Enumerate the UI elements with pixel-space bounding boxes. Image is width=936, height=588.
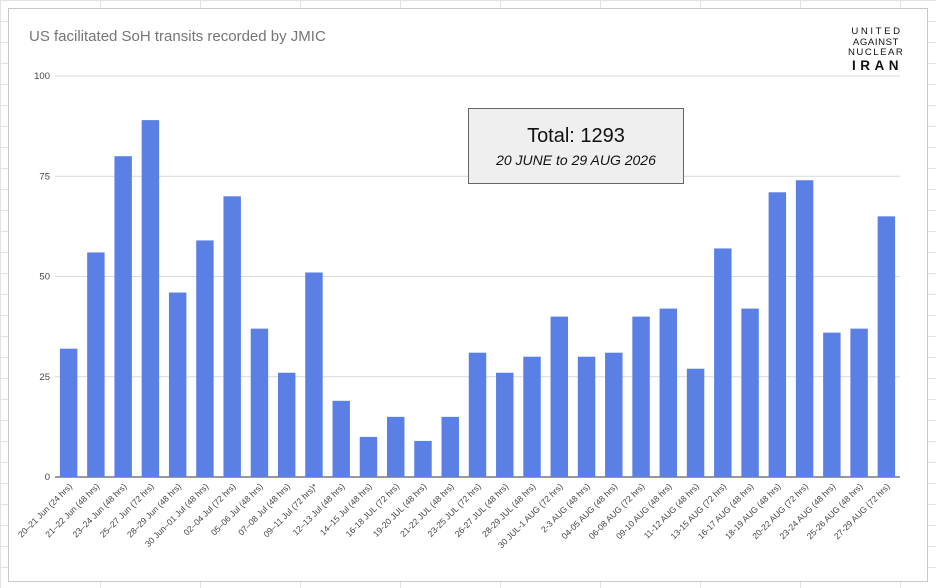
bar [659,308,678,477]
logo-line-3: NUCLEAR [848,47,905,59]
bar [387,416,405,477]
bar [496,372,514,477]
bar [277,372,296,477]
chart-title: US facilitated SoH transits recorded by … [29,28,326,45]
bar [686,368,705,477]
bar [577,356,596,477]
bar [59,348,78,477]
bar [605,352,623,477]
total-date-range: 20 JUNE to 29 AUG 2026 [496,152,656,168]
bar [441,416,459,477]
x-tick-label: 2-3 AUG (48 hrs) [539,481,592,534]
y-tick-label: 50 [39,272,50,283]
bar [87,252,105,477]
bar [550,316,568,477]
y-tick-label: 25 [39,372,50,383]
y-tick-label: 0 [45,472,50,483]
bar [523,356,541,477]
bar [114,156,132,477]
bar [823,332,841,477]
bar [877,216,896,477]
bar [714,248,732,477]
bar [359,436,378,477]
y-axis-ticks: 0 25 50 75 100 [34,71,50,483]
logo-line-2: AGAINST [852,36,900,48]
bar [168,292,187,477]
bar [741,308,759,477]
total-label: Total: 1293 [527,125,625,147]
bar [141,120,160,478]
y-tick-label: 100 [34,71,50,82]
total-annotation-box: Total: 1293 20 JUNE to 29 AUG 2026 [468,108,684,184]
bar [795,180,814,477]
logo-line-4: IRAN [852,57,903,73]
bars [59,120,896,478]
bar [468,352,487,477]
y-tick-label: 75 [39,171,50,182]
bar [250,328,269,477]
bar [332,400,350,477]
bar [414,440,432,477]
bar [196,240,214,477]
bar [223,196,241,478]
bar [850,328,868,477]
bar [768,192,787,478]
logo-line-1: UNITED [851,26,903,37]
bar [305,272,323,477]
uani-logo: UNITED AGAINST NUCLEAR IRAN [848,27,904,72]
bar [632,316,650,477]
x-axis-ticks: 20–21 Jun (24 hrs)21–22 Jun (48 hrs)23–2… [16,481,892,550]
